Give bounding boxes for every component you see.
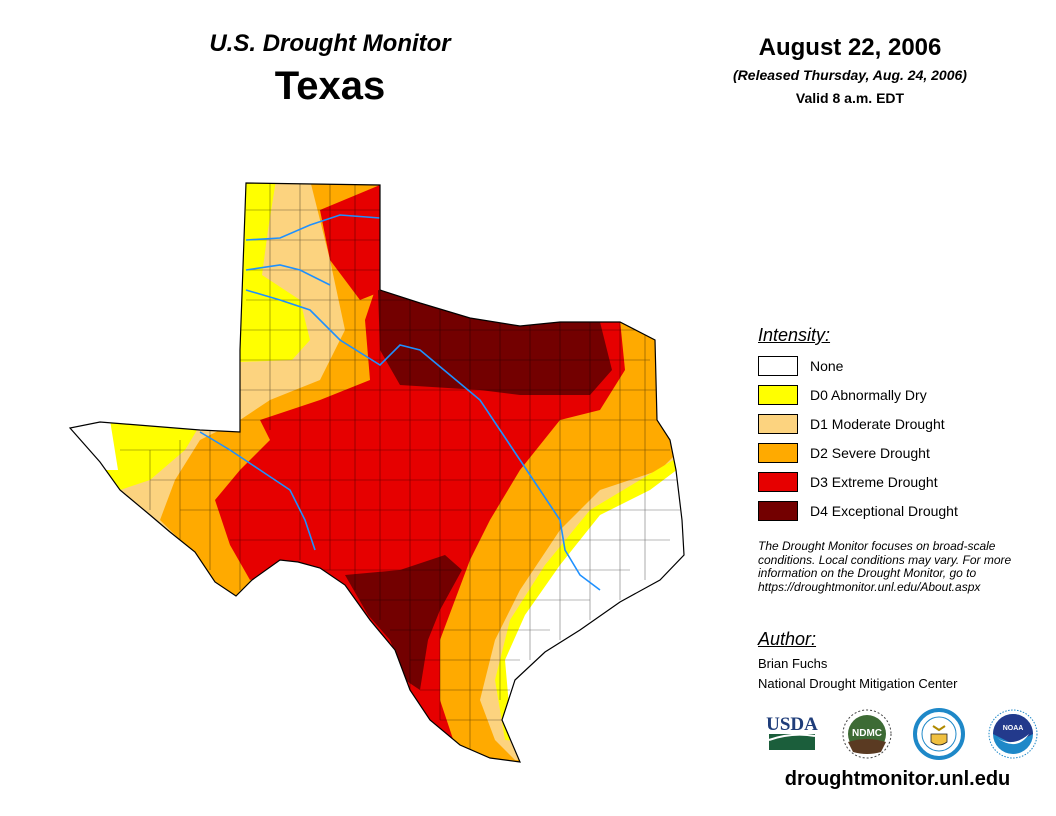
svg-text:USDA: USDA (766, 714, 818, 735)
river-red-fork (245, 264, 331, 286)
legend-label: D4 Exceptional Drought (810, 503, 958, 519)
legend-item-d0: D0 Abnormally Dry (758, 384, 927, 406)
author-heading: Author: (758, 629, 817, 649)
release-date: (Released Thursday, Aug. 24, 2006) (733, 67, 967, 83)
county-lines (120, 183, 680, 750)
commerce-logo (913, 708, 965, 760)
legend-label: D3 Extreme Drought (810, 474, 938, 490)
author-org: National Drought Mitigation Center (758, 676, 958, 691)
legend-swatch (758, 414, 798, 434)
svg-text:NDMC: NDMC (852, 728, 882, 739)
noaa-logo: NOAA (988, 709, 1038, 759)
legend-item-d2: D2 Severe Drought (758, 442, 930, 464)
valid-time: Valid 8 a.m. EDT (795, 90, 905, 106)
legend-label: D2 Severe Drought (810, 445, 930, 461)
legend-label: D1 Moderate Drought (810, 416, 945, 432)
legend-item-d4: D4 Exceptional Drought (758, 500, 958, 522)
river-canadian (245, 214, 381, 241)
texas-outline (68, 182, 685, 763)
legend-swatch (758, 472, 798, 492)
legend-item-d1: D1 Moderate Drought (758, 413, 945, 435)
rivers (199, 214, 601, 591)
legend-swatch (758, 385, 798, 405)
svg-text:NOAA: NOAA (1003, 725, 1024, 732)
disclaimer-note: The Drought Monitor focuses on broad-sca… (758, 539, 1012, 594)
legend-label: D0 Abnormally Dry (810, 387, 927, 403)
legend-swatch (758, 356, 798, 376)
map-date: August 22, 2006 (758, 34, 942, 61)
map-title: U.S. Drought Monitor (209, 30, 451, 57)
d0-area-panhandle (240, 183, 310, 362)
legend-swatch (758, 443, 798, 463)
d3-area-panhandle (320, 185, 385, 300)
author-name: Brian Fuchs (758, 656, 828, 671)
legend-label: None (810, 358, 844, 374)
state-name: Texas (274, 64, 386, 108)
usda-logo: USDA (766, 714, 818, 750)
legend-item-d3: D3 Extreme Drought (758, 471, 938, 493)
d3-area-central (215, 290, 625, 760)
legend-title: Intensity: (758, 325, 831, 345)
legend-item-none: None (758, 355, 843, 377)
legend-swatch (758, 501, 798, 521)
d4-area-north (378, 290, 612, 395)
website-url[interactable]: droughtmonitor.unl.edu (784, 768, 1011, 790)
d4-area-south (345, 555, 462, 690)
river-rio-grande (199, 431, 316, 551)
river-brazos (245, 289, 601, 591)
none-area-west (70, 420, 118, 470)
texas-drought-map (68, 182, 685, 763)
ndmc-logo: NDMC (842, 709, 892, 759)
